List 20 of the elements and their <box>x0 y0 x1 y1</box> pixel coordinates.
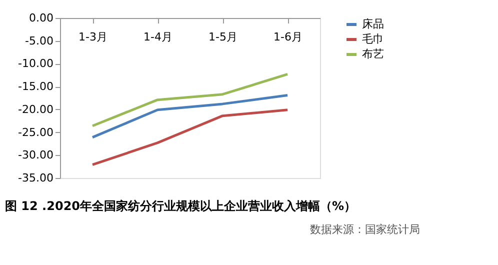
line-series <box>91 108 289 166</box>
legend-label: 布艺 <box>362 48 384 60</box>
x-tick-label: 1-3月 <box>78 30 108 44</box>
y-tick-label: -35.00 <box>18 172 54 184</box>
line-series <box>91 94 289 139</box>
x-tick-label: 1-6月 <box>274 30 302 44</box>
source-note: 数据来源：国家统计局 <box>310 223 420 236</box>
y-tick-label: 0.00 <box>29 12 54 24</box>
legend-label: 床品 <box>362 18 384 30</box>
text: 图 12 .2020年全国家纺分行业规模以上企业营业收入增幅（%） <box>5 199 356 213</box>
legend-label: 毛巾 <box>362 32 384 46</box>
y-tick-label: -30.00 <box>18 148 54 162</box>
x-tick-label: 1-5月 <box>208 30 238 44</box>
y-tick-label: -15.00 <box>18 80 54 94</box>
y-tick-label: -25.00 <box>18 126 54 139</box>
line-series <box>91 72 289 128</box>
x-tick-label: 1-4月 <box>144 30 172 44</box>
y-tick-label: -20.00 <box>18 102 54 116</box>
y-tick-label: -5.00 <box>25 34 54 48</box>
y-tick-label: -10.00 <box>18 57 54 70</box>
